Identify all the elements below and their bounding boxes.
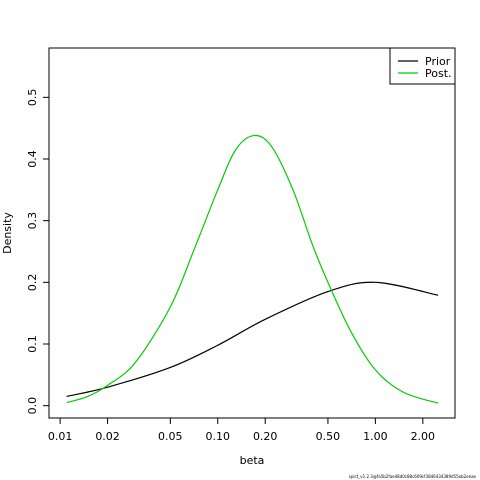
footnote: spict_v1.2.3@fa5b2fae48d0c88c609cf384643… [349, 474, 477, 479]
legend-box [389, 47, 456, 85]
y-axis-title: Density [1, 212, 14, 254]
y-tick-label: 0.1 [26, 335, 39, 353]
x-tick-label: 0.20 [253, 430, 278, 443]
legend: Prior Post. [389, 47, 456, 85]
series-line-prior [66, 281, 439, 398]
x-tick-label: 0.10 [206, 430, 231, 443]
x-axis-title: beta [240, 454, 265, 467]
x-tick-label: 0.05 [158, 430, 183, 443]
plot-frame [48, 47, 456, 419]
x-tick-label: 2.00 [411, 430, 436, 443]
series-lines [66, 134, 439, 404]
y-tick-label: 0.3 [26, 212, 39, 230]
y-tick-label: 0.4 [26, 150, 39, 168]
x-tick-label: 0.02 [95, 430, 120, 443]
legend-prior-label: Prior [425, 55, 451, 68]
legend-post-label: Post. [425, 67, 452, 80]
y-axis: 0.0 0.1 0.2 0.3 0.4 0.5 [26, 89, 49, 415]
y-tick-label: 0.0 [26, 397, 39, 415]
x-tick-label: 0.01 [48, 430, 73, 443]
y-tick-label: 0.2 [26, 274, 39, 292]
x-axis: 0.01 0.02 0.05 0.10 0.20 0.50 1.00 2.00 [48, 418, 435, 443]
y-tick-label: 0.5 [26, 89, 39, 107]
x-tick-label: 1.00 [363, 430, 388, 443]
x-tick-label: 0.50 [316, 430, 341, 443]
series-line-posterior [66, 134, 439, 404]
